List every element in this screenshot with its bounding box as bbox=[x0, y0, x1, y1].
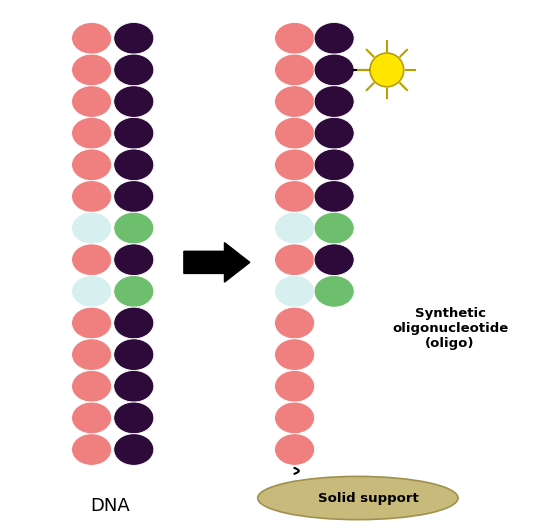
Ellipse shape bbox=[114, 307, 154, 339]
Ellipse shape bbox=[114, 117, 154, 149]
Ellipse shape bbox=[114, 244, 154, 276]
Ellipse shape bbox=[72, 117, 112, 149]
Ellipse shape bbox=[314, 149, 354, 181]
Ellipse shape bbox=[72, 244, 112, 276]
Ellipse shape bbox=[114, 86, 154, 117]
Ellipse shape bbox=[275, 54, 315, 86]
Ellipse shape bbox=[275, 434, 315, 465]
Ellipse shape bbox=[114, 149, 154, 181]
Ellipse shape bbox=[275, 402, 315, 434]
Ellipse shape bbox=[72, 54, 112, 86]
Ellipse shape bbox=[275, 307, 315, 339]
Ellipse shape bbox=[72, 181, 112, 213]
Text: DNA: DNA bbox=[90, 498, 130, 516]
Ellipse shape bbox=[314, 213, 354, 244]
Ellipse shape bbox=[114, 370, 154, 402]
Ellipse shape bbox=[72, 370, 112, 402]
Ellipse shape bbox=[72, 276, 112, 307]
Ellipse shape bbox=[314, 181, 354, 213]
Ellipse shape bbox=[114, 339, 154, 370]
Ellipse shape bbox=[114, 213, 154, 244]
Ellipse shape bbox=[258, 476, 458, 519]
Ellipse shape bbox=[114, 402, 154, 434]
Ellipse shape bbox=[72, 86, 112, 117]
Ellipse shape bbox=[72, 402, 112, 434]
FancyArrow shape bbox=[184, 243, 250, 282]
Ellipse shape bbox=[275, 244, 315, 276]
Ellipse shape bbox=[72, 22, 112, 54]
Ellipse shape bbox=[72, 307, 112, 339]
Ellipse shape bbox=[275, 213, 315, 244]
Ellipse shape bbox=[275, 117, 315, 149]
Ellipse shape bbox=[72, 149, 112, 181]
Ellipse shape bbox=[72, 434, 112, 465]
Text: Solid support: Solid support bbox=[318, 491, 419, 505]
Ellipse shape bbox=[114, 434, 154, 465]
Ellipse shape bbox=[275, 181, 315, 213]
Ellipse shape bbox=[314, 54, 354, 86]
Ellipse shape bbox=[72, 213, 112, 244]
Ellipse shape bbox=[314, 276, 354, 307]
Ellipse shape bbox=[275, 149, 315, 181]
Circle shape bbox=[370, 53, 404, 87]
Ellipse shape bbox=[72, 339, 112, 370]
Ellipse shape bbox=[114, 54, 154, 86]
Ellipse shape bbox=[314, 117, 354, 149]
Ellipse shape bbox=[314, 244, 354, 276]
Ellipse shape bbox=[314, 86, 354, 117]
Ellipse shape bbox=[275, 339, 315, 370]
Ellipse shape bbox=[275, 86, 315, 117]
Ellipse shape bbox=[114, 22, 154, 54]
Ellipse shape bbox=[275, 370, 315, 402]
Ellipse shape bbox=[114, 276, 154, 307]
Text: Synthetic
oligonucleotide
(oligo): Synthetic oligonucleotide (oligo) bbox=[392, 307, 508, 350]
Ellipse shape bbox=[275, 276, 315, 307]
Ellipse shape bbox=[114, 181, 154, 213]
Ellipse shape bbox=[275, 22, 315, 54]
Ellipse shape bbox=[314, 22, 354, 54]
